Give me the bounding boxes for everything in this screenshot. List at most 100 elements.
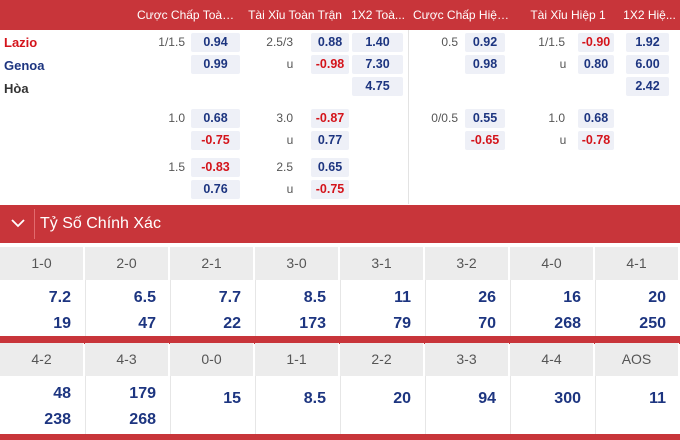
score-label: 3-1 — [340, 247, 424, 280]
score-odds[interactable]: 94 — [478, 390, 496, 407]
score-odds[interactable]: 179 — [129, 385, 156, 402]
score-odds[interactable]: 15 — [223, 390, 241, 407]
odds-button-1x2[interactable]: 1.92 — [626, 33, 669, 52]
score-odds[interactable]: 79 — [393, 315, 411, 332]
header-handicap-h1[interactable]: Cược Chấp Hiệp 1 — [413, 8, 514, 22]
score-odds[interactable]: 11 — [649, 390, 666, 407]
score-odds[interactable]: 300 — [554, 390, 581, 407]
score-label: 3-0 — [255, 247, 339, 280]
hc-ft-line-value: 1.5 — [168, 160, 185, 174]
score-odds[interactable]: 7.7 — [218, 289, 241, 306]
hc-ft-line-value: 1.0 — [168, 111, 185, 125]
half-divider — [408, 30, 409, 204]
odds-button[interactable]: -0.83 — [191, 158, 240, 177]
column-divider — [170, 280, 171, 338]
odds-button[interactable]: 0.88 — [311, 33, 349, 52]
score-odds[interactable]: 26 — [478, 289, 496, 306]
score-label: AOS — [595, 343, 679, 376]
score-label: 2-1 — [170, 247, 254, 280]
score-odds[interactable]: 11 — [394, 289, 411, 306]
odds-button[interactable]: 0.76 — [191, 180, 240, 199]
score-label: 4-0 — [510, 247, 594, 280]
odds-button[interactable]: -0.65 — [465, 131, 505, 150]
score-label: 0-0 — [170, 343, 254, 376]
score-label: 3-2 — [425, 247, 509, 280]
odds-button[interactable]: -0.87 — [311, 109, 349, 128]
odds-button[interactable]: 0.99 — [191, 55, 240, 74]
odds-button[interactable]: 0.55 — [465, 109, 505, 128]
odds-button[interactable]: 0.98 — [465, 55, 505, 74]
under-label: u — [286, 182, 294, 196]
column-divider — [85, 376, 86, 434]
odds-button[interactable]: 0.94 — [191, 33, 240, 52]
column-divider — [340, 280, 341, 338]
odds-button-1x2[interactable]: 2.42 — [626, 77, 669, 96]
team-draw: Hòa — [4, 81, 29, 96]
odds-button[interactable]: 0.92 — [465, 33, 505, 52]
correct-score-title: Tỷ Số Chính Xác — [40, 215, 161, 232]
odds-button[interactable]: 0.68 — [578, 109, 614, 128]
score-odds[interactable]: 268 — [554, 315, 581, 332]
score-label: 1-1 — [255, 343, 339, 376]
row-separator-bar — [0, 336, 680, 344]
under-label: u — [559, 133, 567, 147]
header-over-under-h1[interactable]: Tài Xỉu Hiệp 1 — [530, 8, 606, 22]
under-label: u — [559, 57, 567, 71]
column-divider — [170, 376, 171, 434]
market-header-bar: Cược Chấp Toàn ... Tài Xỉu Toàn Trận 1X2… — [0, 0, 680, 30]
header-1x2-h1[interactable]: 1X2 Hiệ... — [623, 8, 676, 22]
hc-ft-line-value: 1/1.5 — [158, 35, 185, 49]
under-label: u — [286, 57, 294, 71]
score-odds[interactable]: 7.2 — [48, 289, 71, 306]
score-odds[interactable]: 173 — [299, 315, 326, 332]
column-divider — [340, 376, 341, 434]
score-odds[interactable]: 22 — [223, 315, 241, 332]
score-odds[interactable]: 47 — [138, 315, 156, 332]
ou-ft-line-value: 2.5/3 — [266, 35, 293, 49]
odds-button[interactable]: -0.90 — [578, 33, 614, 52]
score-odds[interactable]: 6.5 — [133, 289, 156, 306]
score-label: 2-0 — [85, 247, 169, 280]
hc-h1-line-value: 0.5 — [441, 35, 458, 49]
header-over-under-ft[interactable]: Tài Xỉu Toàn Trận — [248, 8, 342, 22]
score-odds[interactable]: 20 — [648, 289, 666, 306]
odds-button-1x2[interactable]: 7.30 — [352, 55, 403, 74]
odds-button[interactable]: 0.77 — [311, 131, 349, 150]
odds-button[interactable]: 0.80 — [578, 55, 614, 74]
odds-button-1x2[interactable]: 6.00 — [626, 55, 669, 74]
column-divider — [595, 280, 596, 338]
odds-button[interactable]: -0.78 — [578, 131, 614, 150]
header-1x2-ft[interactable]: 1X2 Toà... — [351, 8, 405, 22]
odds-button-1x2[interactable]: 4.75 — [352, 77, 403, 96]
score-odds[interactable]: 70 — [478, 315, 496, 332]
team-away: Genoa — [4, 58, 45, 73]
odds-button[interactable]: 0.68 — [191, 109, 240, 128]
score-odds[interactable]: 19 — [53, 315, 71, 332]
score-label: 2-2 — [340, 343, 424, 376]
score-odds[interactable]: 8.5 — [303, 390, 326, 407]
correct-score-accordion-header[interactable]: Tỷ Số Chính Xác — [0, 205, 680, 243]
odds-button-1x2[interactable]: 1.40 — [352, 33, 403, 52]
header-handicap-ft[interactable]: Cược Chấp Toàn ... — [137, 8, 243, 22]
under-label: u — [286, 133, 294, 147]
score-odds[interactable]: 268 — [129, 411, 156, 428]
score-label: 4-1 — [595, 247, 679, 280]
hc-h1-line-value: 0/0.5 — [431, 111, 458, 125]
odds-button[interactable]: -0.75 — [311, 180, 349, 199]
odds-button[interactable]: -0.98 — [311, 55, 349, 74]
score-odds[interactable]: 250 — [639, 315, 666, 332]
score-label: 4-4 — [510, 343, 594, 376]
score-odds[interactable]: 48 — [53, 385, 71, 402]
score-label: 3-3 — [425, 343, 509, 376]
score-label: 1-0 — [0, 247, 84, 280]
score-odds[interactable]: 20 — [393, 390, 411, 407]
odds-button[interactable]: -0.75 — [191, 131, 240, 150]
ou-ft-line-value: 2.5 — [276, 160, 293, 174]
score-odds[interactable]: 16 — [563, 289, 581, 306]
score-odds[interactable]: 238 — [44, 411, 71, 428]
odds-button[interactable]: 0.65 — [311, 158, 349, 177]
ou-ft-line-value: 3.0 — [276, 111, 293, 125]
accordion-divider — [34, 209, 35, 239]
score-odds[interactable]: 8.5 — [303, 289, 326, 306]
